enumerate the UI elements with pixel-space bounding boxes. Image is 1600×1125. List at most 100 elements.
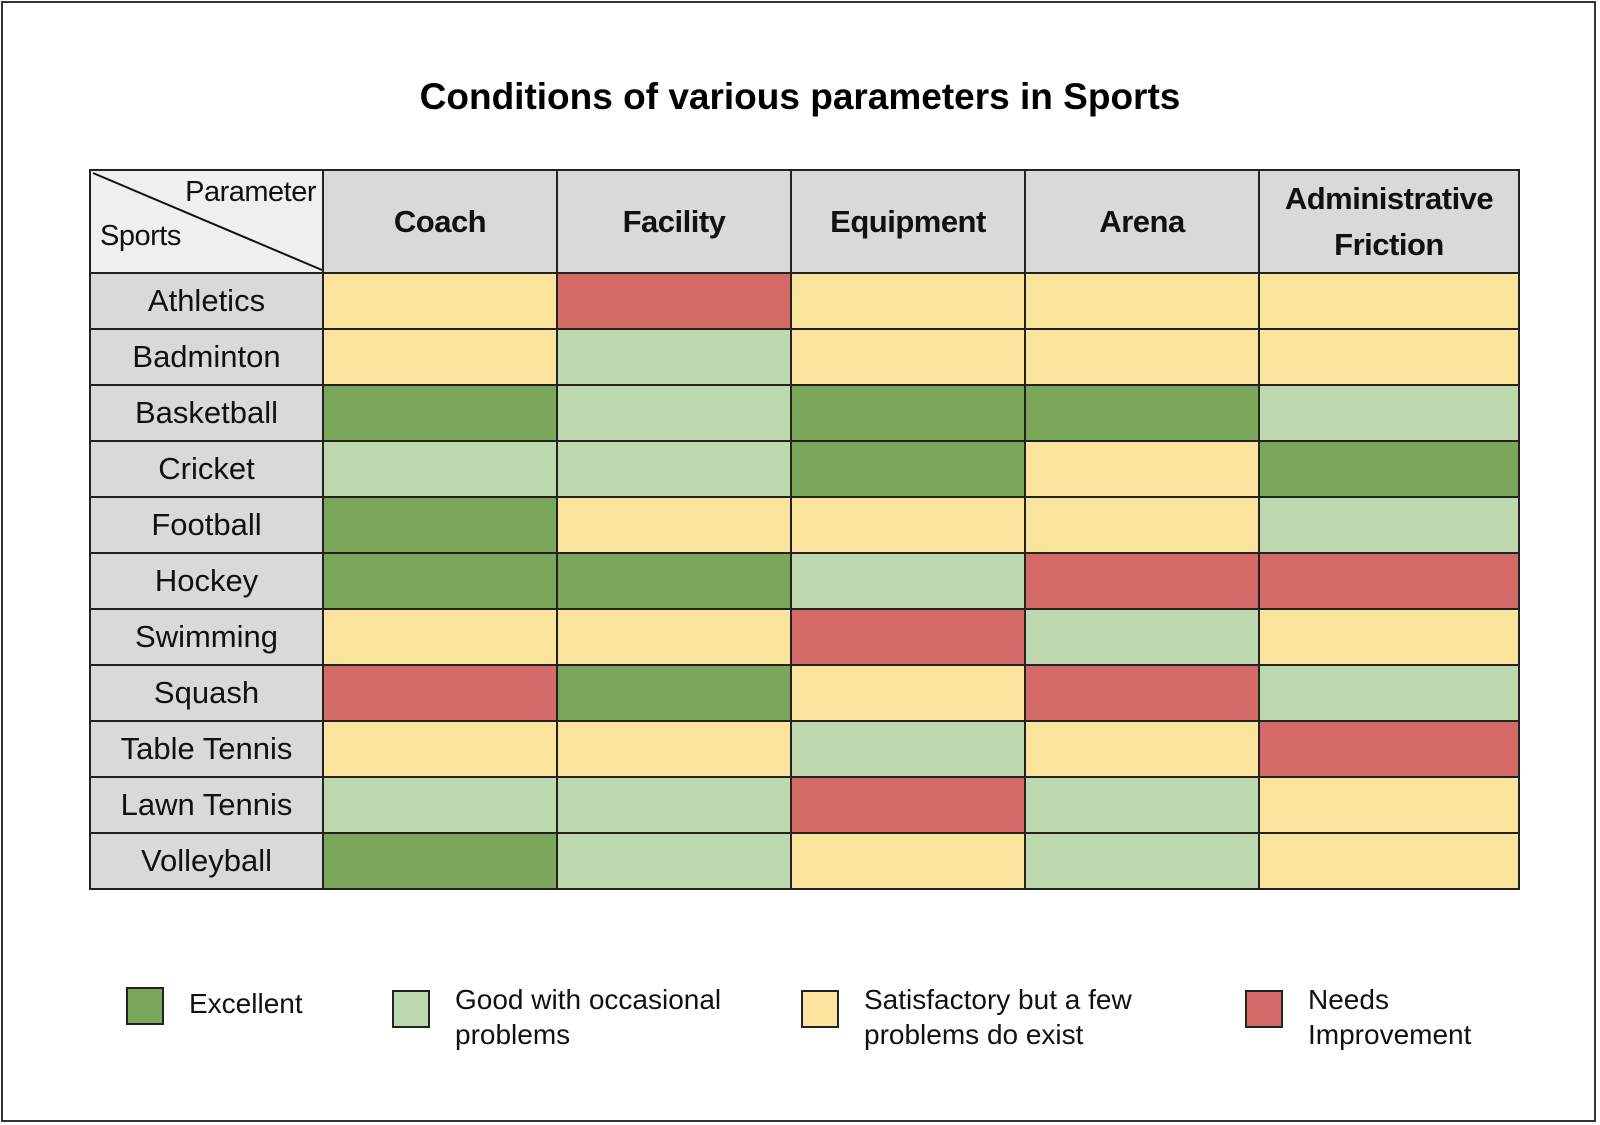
- legend-label: Excellent: [189, 988, 303, 1019]
- heatmap-cell: [1258, 440, 1520, 498]
- heatmap-cell: [322, 552, 558, 610]
- row-header: Badminton: [89, 328, 324, 386]
- column-header: Arena: [1024, 169, 1260, 274]
- row-header: Football: [89, 496, 324, 554]
- table-row: Basketball: [89, 384, 1520, 442]
- heatmap-cell: [322, 664, 558, 722]
- heatmap-cell: [322, 720, 558, 778]
- legend-swatch: [126, 987, 164, 1025]
- heatmap-cell: [790, 496, 1026, 554]
- table-row: Cricket: [89, 440, 1520, 498]
- legend-item: Needs Improvement: [1245, 984, 1471, 1052]
- heatmap-cell: [322, 496, 558, 554]
- heatmap-cell: [1024, 664, 1260, 722]
- row-header: Table Tennis: [89, 720, 324, 778]
- heatmap-cell: [322, 384, 558, 442]
- table-row: Squash: [89, 664, 1520, 722]
- heatmap-cell: [1258, 272, 1520, 330]
- legend: Excellent Good with occasional problems Sa…: [0, 980, 1600, 1060]
- row-header: Basketball: [89, 384, 324, 442]
- legend-item: Good with occasional problems: [392, 984, 721, 1052]
- heatmap-cell: [556, 496, 792, 554]
- heatmap-cell: [556, 832, 792, 890]
- legend-item: Excellent: [126, 984, 303, 1025]
- heatmap-cell: [1258, 552, 1520, 610]
- heatmap-cell: [322, 776, 558, 834]
- heatmap-cell: [556, 328, 792, 386]
- heatmap-cell: [322, 272, 558, 330]
- heatmap-cell: [322, 608, 558, 666]
- row-header: Volleyball: [89, 832, 324, 890]
- row-header: Hockey: [89, 552, 324, 610]
- heatmap-cell: [556, 776, 792, 834]
- legend-label: Good with occasional problems: [455, 984, 722, 1050]
- column-axis-label: Parameter: [185, 176, 316, 208]
- heatmap-cell: [556, 608, 792, 666]
- column-header: Coach: [322, 169, 558, 274]
- row-header: Swimming: [89, 608, 324, 666]
- heatmap-cell: [556, 552, 792, 610]
- heatmap-table: Parameter Sports Coach Facility Equipment A…: [89, 169, 1520, 890]
- heatmap-cell: [1024, 384, 1260, 442]
- heatmap-cell: [556, 384, 792, 442]
- column-header: Equipment: [790, 169, 1026, 274]
- heatmap-cell: [1024, 832, 1260, 890]
- heatmap-cell: [1024, 720, 1260, 778]
- legend-swatch: [1245, 990, 1283, 1028]
- heatmap-cell: [790, 272, 1026, 330]
- heatmap-cell: [790, 664, 1026, 722]
- heatmap-cell: [322, 832, 558, 890]
- heatmap-cell: [790, 384, 1026, 442]
- heatmap-cell: [1258, 608, 1520, 666]
- table-row: Athletics: [89, 272, 1520, 330]
- heatmap-cell: [790, 552, 1026, 610]
- heatmap-cell: [1024, 440, 1260, 498]
- heatmap-cell: [790, 608, 1026, 666]
- heatmap-cell: [1024, 496, 1260, 554]
- table-row: Volleyball: [89, 832, 1520, 890]
- legend-label: Satisfactory but a few problems do exist: [864, 984, 1132, 1050]
- row-axis-label: Sports: [100, 220, 181, 252]
- heatmap-cell: [790, 440, 1026, 498]
- heatmap-cell: [1258, 328, 1520, 386]
- heatmap-cell: [322, 328, 558, 386]
- heatmap-cell: [790, 776, 1026, 834]
- legend-item: Satisfactory but a few problems do exist: [801, 984, 1132, 1052]
- corner-header-cell: Parameter Sports: [89, 169, 324, 274]
- legend-swatch: [801, 990, 839, 1028]
- table-row: Lawn Tennis: [89, 776, 1520, 834]
- heatmap-cell: [1258, 776, 1520, 834]
- heatmap-cell: [1258, 496, 1520, 554]
- heatmap-cell: [1024, 272, 1260, 330]
- table-row: Table Tennis: [89, 720, 1520, 778]
- heatmap-cell: [322, 440, 558, 498]
- row-header: Squash: [89, 664, 324, 722]
- table-row: Swimming: [89, 608, 1520, 666]
- diagonal-divider: [92, 172, 323, 271]
- heatmap-cell: [790, 832, 1026, 890]
- heatmap-cell: [556, 272, 792, 330]
- table-row: Hockey: [89, 552, 1520, 610]
- row-header: Lawn Tennis: [89, 776, 324, 834]
- legend-label: Needs Improvement: [1308, 984, 1472, 1050]
- heatmap-cell: [1024, 776, 1260, 834]
- heatmap-cell: [1024, 328, 1260, 386]
- heatmap-cell: [1258, 720, 1520, 778]
- heatmap-cell: [1024, 608, 1260, 666]
- heatmap-cell: [1258, 832, 1520, 890]
- row-header: Athletics: [89, 272, 324, 330]
- table-row: Football: [89, 496, 1520, 554]
- legend-swatch: [392, 990, 430, 1028]
- heatmap-cell: [1258, 664, 1520, 722]
- chart-title: Conditions of various parameters in Spor…: [419, 76, 1181, 117]
- heatmap-cell: [790, 720, 1026, 778]
- row-header: Cricket: [89, 440, 324, 498]
- heatmap-cell: [1024, 552, 1260, 610]
- heatmap-cell: [556, 440, 792, 498]
- column-header: Administrative Friction: [1258, 169, 1520, 274]
- heatmap-cell: [556, 720, 792, 778]
- heatmap-cell: [556, 664, 792, 722]
- table-row: Badminton: [89, 328, 1520, 386]
- column-header: Facility: [556, 169, 792, 274]
